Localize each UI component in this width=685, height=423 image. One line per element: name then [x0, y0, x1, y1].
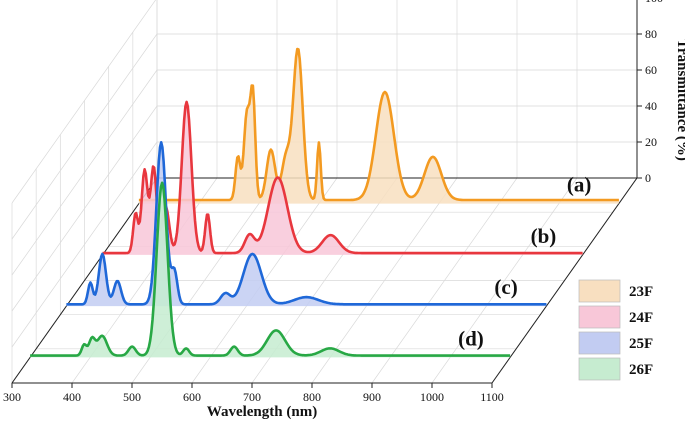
x-tick-label: 600	[183, 390, 201, 404]
y-tick-label: 20	[645, 135, 657, 149]
x-tick-label: 1100	[480, 390, 504, 404]
grid-layer	[11, 0, 638, 384]
legend-label: 23F	[629, 284, 653, 300]
left-wall-grid-line	[11, 0, 157, 204]
series-label: (c)	[494, 275, 517, 299]
left-wall-grid-line	[11, 141, 158, 348]
legend-label: 26F	[629, 362, 653, 378]
series-26F: (d)	[29, 181, 511, 358]
left-wall-grid-line	[11, 105, 158, 312]
y-tick-label: 60	[645, 63, 657, 77]
series-label: (b)	[531, 224, 557, 248]
legend-swatch	[578, 305, 621, 329]
left-wall-grid-line	[11, 33, 158, 240]
series-area	[138, 49, 619, 204]
series-layer: (a) (b) (c) (d)	[29, 47, 620, 358]
x-tick-label: 300	[3, 390, 21, 404]
x-tick-label: 900	[363, 390, 381, 404]
x-tick-label: 1000	[420, 390, 444, 404]
legend-swatch	[578, 357, 621, 381]
legend-label: 24F	[629, 310, 653, 326]
x-tick-label: 800	[303, 390, 321, 404]
series-line	[66, 141, 547, 306]
tick-layer: 300 400 500 600 700 800 900 1000 1100 0 20 40 60 80 10…	[3, 0, 663, 404]
x-tick-label: 700	[243, 390, 261, 404]
series-24F: (b)	[102, 100, 583, 255]
series-line	[102, 100, 583, 255]
frame-layer	[11, 0, 638, 384]
series-line	[29, 181, 511, 357]
y-tick-label: 0	[645, 171, 651, 185]
legend-swatch	[578, 279, 621, 303]
x-axis-title: Wavelength (nm)	[207, 404, 317, 420]
left-wall-grid-line	[11, 69, 158, 276]
y-tick-label: 40	[645, 99, 657, 113]
series-23F: (a)	[138, 47, 620, 204]
y-tick-label: 100	[645, 0, 663, 5]
x-tick-label: 400	[63, 390, 81, 404]
series-area	[102, 101, 583, 255]
legend: 23F 24F 25F 26F	[578, 279, 653, 381]
series-label: (a)	[567, 173, 592, 197]
series-line	[138, 47, 620, 202]
legend-swatch	[578, 331, 621, 355]
depth-axis-line	[491, 177, 638, 384]
x-tick-label: 500	[123, 390, 141, 404]
y-axis-title: Transmittance (%)	[674, 39, 685, 161]
legend-label: 25F	[629, 336, 653, 352]
series-label: (d)	[458, 326, 484, 350]
left-floor-edge	[11, 177, 158, 384]
y-tick-label: 80	[645, 27, 657, 41]
